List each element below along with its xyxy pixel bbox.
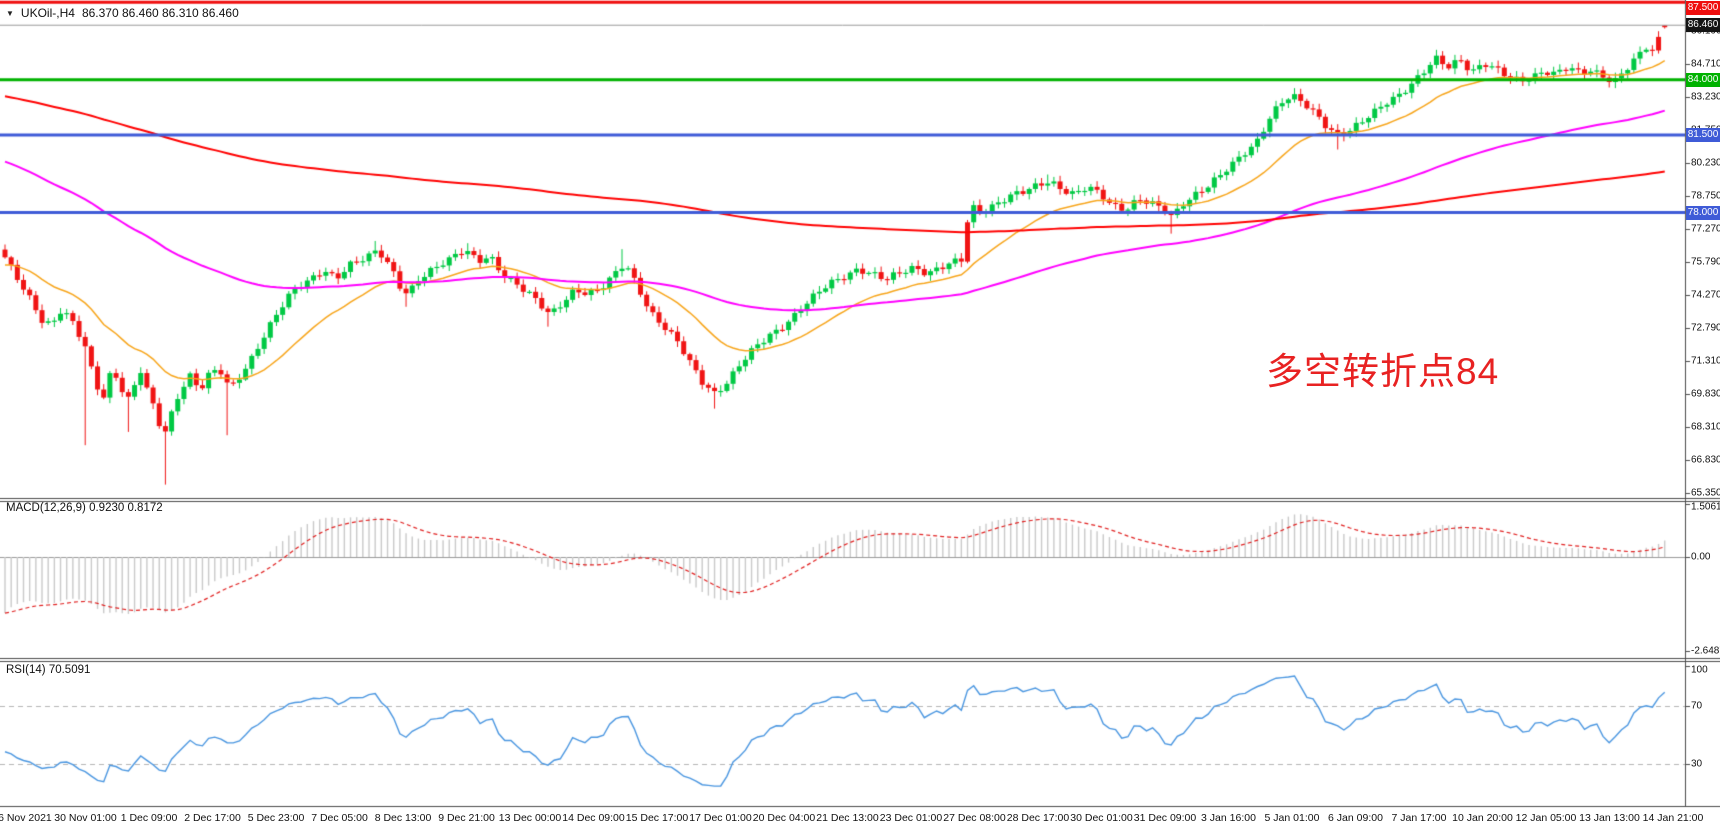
price-tick-label: 83.230 (1691, 91, 1720, 103)
time-tick-label: 9 Dec 21:00 (438, 812, 495, 824)
price-tick-label: 66.830 (1691, 454, 1720, 466)
time-tick-label: 13 Dec 00:00 (498, 812, 562, 824)
time-tick-label: 7 Jan 17:00 (1391, 812, 1447, 824)
price-tick-label: 78.750 (1691, 190, 1720, 202)
macd-tick-label: 1.5061 (1691, 501, 1720, 513)
price-tick-label: 75.790 (1691, 256, 1720, 268)
symbol-timeframe-label: UKOil-,H4 (20, 6, 75, 20)
ohlc-values: 86.370 86.460 86.310 86.460 (81, 6, 239, 20)
macd-tick-label: -2.6487 (1691, 645, 1720, 657)
rsi-tick-label: 30 (1691, 758, 1703, 770)
macd-indicator-label: MACD(12,26,9) 0.9230 0.8172 (6, 502, 163, 514)
time-tick-label: 7 Dec 05:00 (311, 812, 368, 824)
price-tick-label: 72.790 (1691, 322, 1720, 334)
price-tick-label: 80.230 (1691, 157, 1720, 169)
chart-title-overlay: ▼ UKOil-,H4 86.370 86.460 86.310 86.460 (6, 6, 239, 20)
time-tick-label: 23 Dec 01:00 (879, 812, 943, 824)
symbol-dropdown-icon[interactable]: ▼ (6, 9, 14, 18)
time-tick-label: 13 Jan 13:00 (1579, 812, 1640, 824)
time-tick-label: 17 Dec 01:00 (689, 812, 752, 824)
price-level-badge: 87.500 (1686, 1, 1720, 15)
rsi-indicator-label: RSI(14) 70.5091 (6, 664, 91, 676)
time-tick-label: 31 Dec 09:00 (1133, 812, 1197, 824)
macd-tick-label: 0.00 (1691, 551, 1711, 563)
price-level-badge: 84.000 (1686, 72, 1720, 87)
time-tick-label: 3 Jan 16:00 (1201, 812, 1256, 824)
time-tick-label: 15 Dec 17:00 (625, 812, 689, 824)
price-tick-label: 74.270 (1691, 289, 1720, 301)
price-level-badge: 78.000 (1686, 205, 1720, 220)
rsi-tick-label: 100 (1691, 664, 1708, 676)
time-tick-label: 5 Jan 01:00 (1264, 812, 1320, 824)
time-tick-label: 28 Dec 17:00 (1006, 812, 1070, 824)
price-tick-label: 68.310 (1691, 421, 1720, 433)
time-tick-label: 26 Nov 2021 (0, 812, 52, 824)
price-tick-label: 65.350 (1691, 487, 1720, 499)
time-tick-label: 21 Dec 13:00 (816, 812, 879, 824)
time-tick-label: 5 Dec 23:00 (247, 812, 305, 824)
time-tick-label: 14 Dec 09:00 (562, 812, 625, 824)
price-tick-label: 84.710 (1691, 58, 1720, 70)
price-tick-label: 77.270 (1691, 223, 1720, 235)
rsi-tick-label: 70 (1691, 700, 1703, 712)
time-tick-label: 12 Jan 05:00 (1515, 812, 1577, 824)
time-tick-label: 2 Dec 17:00 (184, 812, 241, 824)
time-tick-label: 8 Dec 13:00 (374, 812, 432, 824)
time-tick-label: 20 Dec 04:00 (752, 812, 816, 824)
price-level-badge: 86.460 (1686, 18, 1720, 33)
time-tick-label: 10 Jan 20:00 (1452, 812, 1513, 824)
time-tick-label: 30 Nov 01:00 (54, 812, 117, 824)
time-tick-label: 27 Dec 08:00 (943, 812, 1006, 824)
price-level-badge: 81.500 (1686, 128, 1720, 143)
time-tick-label: 30 Dec 01:00 (1070, 812, 1133, 824)
time-tick-label: 6 Jan 09:00 (1328, 812, 1383, 824)
time-tick-label: 1 Dec 09:00 (120, 812, 178, 824)
price-tick-label: 69.830 (1691, 388, 1720, 400)
time-tick-label: 14 Jan 21:00 (1642, 812, 1704, 824)
price-annotation: 多空转折点84 (1266, 351, 1500, 392)
price-tick-label: 71.310 (1691, 355, 1720, 367)
